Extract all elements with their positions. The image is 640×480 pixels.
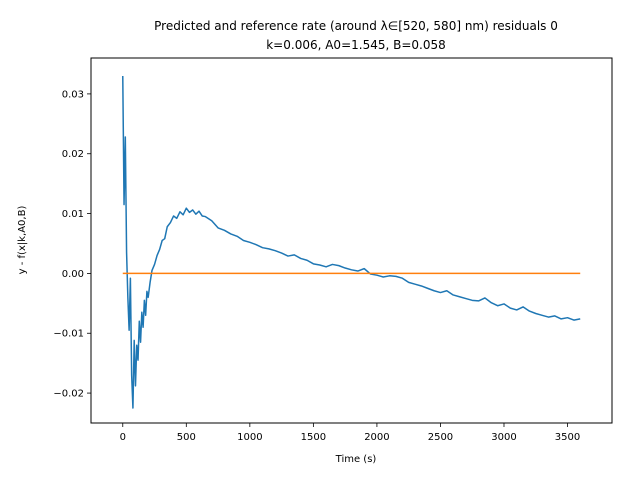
y-axis: −0.02 −0.01 0.00 0.01 0.02 0.03 bbox=[53, 89, 91, 400]
x-tick-label: 1500 bbox=[301, 432, 326, 443]
y-tick-label: 0.03 bbox=[62, 89, 84, 100]
x-tick-label: 2000 bbox=[364, 432, 389, 443]
y-tick-label: 0.00 bbox=[62, 269, 84, 280]
x-tick-label: 2500 bbox=[428, 432, 453, 443]
x-tick-label: 3000 bbox=[491, 432, 516, 443]
series-line-0 bbox=[122, 75, 581, 409]
x-tick-label: 0 bbox=[120, 432, 126, 443]
x-tick-label: 3500 bbox=[555, 432, 580, 443]
y-axis-label: y - f(x|k,A0,B) bbox=[17, 206, 28, 275]
x-tick-label: 1000 bbox=[237, 432, 262, 443]
axes-frame bbox=[90, 57, 613, 424]
series-layer bbox=[122, 75, 581, 409]
y-tick-label: 0.02 bbox=[62, 149, 84, 160]
chart-title: Predicted and reference rate (around λ∈[… bbox=[154, 19, 558, 33]
x-tick-label: 500 bbox=[177, 432, 196, 443]
y-tick-label: 0.01 bbox=[62, 209, 84, 220]
y-tick-label: −0.01 bbox=[53, 329, 84, 340]
y-tick-label: −0.02 bbox=[53, 389, 84, 400]
plot-area bbox=[90, 57, 613, 424]
x-axis-label: Time (s) bbox=[335, 454, 377, 465]
x-axis: 0 500 1000 1500 2000 2500 3000 3500 bbox=[120, 423, 580, 443]
chart-subtitle: k=0.006, A0=1.545, B=0.058 bbox=[266, 38, 446, 52]
